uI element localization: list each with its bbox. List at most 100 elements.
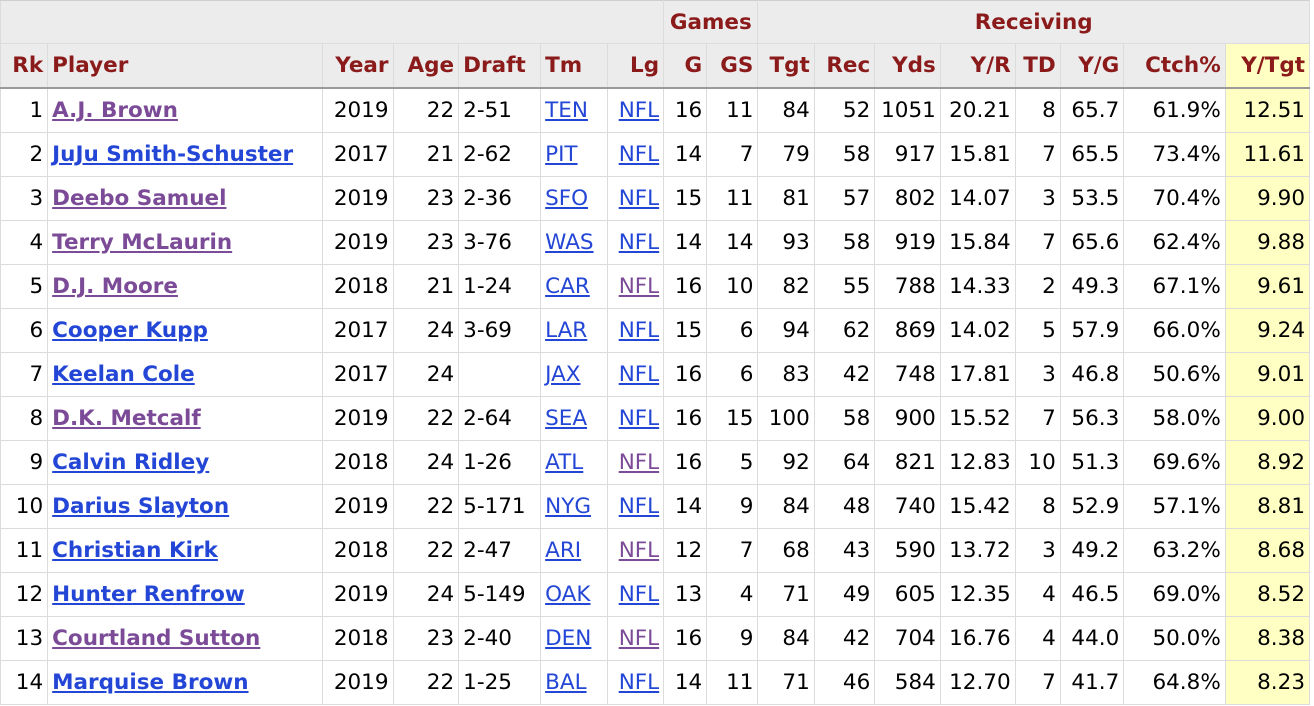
team-link[interactable]: CAR bbox=[545, 274, 590, 299]
team-link[interactable]: SEA bbox=[545, 406, 588, 431]
col-header-year[interactable]: Year bbox=[321, 43, 394, 89]
team-link[interactable]: TEN bbox=[545, 98, 588, 123]
table-row: 8 D.K. Metcalf 2019 22 2-64 SEA NFL 16 15 100 58 90… bbox=[0, 396, 1311, 441]
col-header-td[interactable]: TD bbox=[1014, 43, 1061, 89]
cell-td: 5 bbox=[1014, 308, 1061, 353]
team-link[interactable]: ATL bbox=[545, 450, 584, 475]
league-link[interactable]: NFL bbox=[618, 142, 660, 167]
cell-player: Marquise Brown bbox=[47, 660, 323, 705]
player-link[interactable]: Terry McLaurin bbox=[52, 230, 233, 255]
col-header-tm[interactable]: Tm bbox=[540, 43, 608, 89]
player-link[interactable]: A.J. Brown bbox=[52, 98, 178, 123]
league-link[interactable]: NFL bbox=[618, 406, 660, 431]
cell-rk: 3 bbox=[0, 176, 49, 221]
league-link[interactable]: NFL bbox=[618, 230, 660, 255]
league-link[interactable]: NFL bbox=[618, 274, 660, 299]
col-header-yds[interactable]: Yds bbox=[874, 43, 941, 89]
player-link[interactable]: Hunter Renfrow bbox=[52, 582, 245, 607]
league-link[interactable]: NFL bbox=[618, 670, 660, 695]
cell-year: 2018 bbox=[321, 616, 394, 661]
player-link[interactable]: JuJu Smith-Schuster bbox=[52, 142, 294, 167]
cell-g: 15 bbox=[663, 176, 708, 221]
col-header-rk[interactable]: Rk bbox=[0, 43, 49, 89]
cell-rec: 48 bbox=[813, 484, 876, 529]
player-link[interactable]: D.J. Moore bbox=[52, 274, 178, 299]
cell-yds: 704 bbox=[874, 616, 941, 661]
col-header-ytgt[interactable]: Y/Tgt bbox=[1224, 43, 1311, 89]
team-link[interactable]: SFO bbox=[545, 186, 589, 211]
col-header-draft[interactable]: Draft bbox=[458, 43, 542, 89]
cell-yr: 12.83 bbox=[939, 440, 1016, 485]
cell-rk: 8 bbox=[0, 396, 49, 441]
player-link[interactable]: Cooper Kupp bbox=[52, 318, 208, 343]
col-header-yr[interactable]: Y/R bbox=[939, 43, 1016, 89]
cell-draft: 2-40 bbox=[458, 616, 542, 661]
league-link[interactable]: NFL bbox=[618, 626, 660, 651]
cell-yds: 590 bbox=[874, 528, 941, 573]
col-header-ctch[interactable]: Ctch% bbox=[1123, 43, 1226, 89]
league-link[interactable]: NFL bbox=[618, 538, 660, 563]
team-link[interactable]: WAS bbox=[545, 230, 594, 255]
cell-year: 2019 bbox=[321, 660, 394, 705]
player-link[interactable]: Marquise Brown bbox=[52, 670, 249, 695]
league-link[interactable]: NFL bbox=[618, 98, 660, 123]
cell-gs: 7 bbox=[706, 132, 759, 177]
cell-tm: JAX bbox=[540, 352, 608, 397]
table-row: 2 JuJu Smith-Schuster 2017 21 2-62 PIT NFL 14 7 7… bbox=[0, 132, 1311, 177]
col-header-rec[interactable]: Rec bbox=[813, 43, 876, 89]
league-link[interactable]: NFL bbox=[618, 186, 660, 211]
cell-tm: OAK bbox=[540, 572, 608, 617]
cell-draft: 5-171 bbox=[458, 484, 542, 529]
cell-ctch: 50.6% bbox=[1123, 352, 1226, 397]
cell-tm: ARI bbox=[540, 528, 608, 573]
col-header-yg[interactable]: Y/G bbox=[1059, 43, 1125, 89]
cell-gs: 9 bbox=[706, 484, 759, 529]
team-link[interactable]: BAL bbox=[545, 670, 587, 695]
cell-tgt: 93 bbox=[757, 220, 815, 265]
cell-g: 12 bbox=[663, 528, 708, 573]
league-link[interactable]: NFL bbox=[618, 494, 660, 519]
league-link[interactable]: NFL bbox=[618, 450, 660, 475]
col-header-age[interactable]: Age bbox=[392, 43, 460, 89]
team-link[interactable]: DEN bbox=[545, 626, 592, 651]
player-link[interactable]: Deebo Samuel bbox=[52, 186, 227, 211]
col-header-gs[interactable]: GS bbox=[706, 43, 759, 89]
team-link[interactable]: OAK bbox=[545, 582, 591, 607]
player-link[interactable]: D.K. Metcalf bbox=[52, 406, 201, 431]
player-link[interactable]: Darius Slayton bbox=[52, 494, 230, 519]
col-header-tgt[interactable]: Tgt bbox=[757, 43, 815, 89]
cell-ctch: 66.0% bbox=[1123, 308, 1226, 353]
cell-player: Keelan Cole bbox=[47, 352, 323, 397]
cell-gs: 6 bbox=[706, 352, 759, 397]
league-link[interactable]: NFL bbox=[618, 318, 660, 343]
team-link[interactable]: PIT bbox=[545, 142, 578, 167]
cell-ytgt: 8.52 bbox=[1224, 572, 1311, 617]
cell-yg: 41.7 bbox=[1059, 660, 1125, 705]
cell-tgt: 83 bbox=[757, 352, 815, 397]
cell-g: 14 bbox=[663, 484, 708, 529]
cell-ctch: 70.4% bbox=[1123, 176, 1226, 221]
player-link[interactable]: Courtland Sutton bbox=[52, 626, 261, 651]
team-link[interactable]: LAR bbox=[545, 318, 588, 343]
team-link[interactable]: ARI bbox=[545, 538, 582, 563]
player-link[interactable]: Christian Kirk bbox=[52, 538, 218, 563]
player-link[interactable]: Keelan Cole bbox=[52, 362, 195, 387]
cell-rk: 12 bbox=[0, 572, 49, 617]
cell-year: 2017 bbox=[321, 308, 394, 353]
col-header-lg[interactable]: Lg bbox=[606, 43, 665, 89]
cell-gs: 11 bbox=[706, 87, 759, 133]
league-link[interactable]: NFL bbox=[618, 362, 660, 387]
cell-player: Calvin Ridley bbox=[47, 440, 323, 485]
cell-player: Christian Kirk bbox=[47, 528, 323, 573]
cell-yg: 52.9 bbox=[1059, 484, 1125, 529]
cell-td: 2 bbox=[1014, 264, 1061, 309]
col-header-g[interactable]: G bbox=[663, 43, 708, 89]
cell-td: 7 bbox=[1014, 132, 1061, 177]
cell-year: 2019 bbox=[321, 220, 394, 265]
league-link[interactable]: NFL bbox=[618, 582, 660, 607]
team-link[interactable]: NYG bbox=[545, 494, 592, 519]
col-header-player[interactable]: Player bbox=[47, 43, 323, 89]
team-link[interactable]: JAX bbox=[545, 362, 581, 387]
cell-age: 23 bbox=[392, 220, 460, 265]
player-link[interactable]: Calvin Ridley bbox=[52, 450, 210, 475]
